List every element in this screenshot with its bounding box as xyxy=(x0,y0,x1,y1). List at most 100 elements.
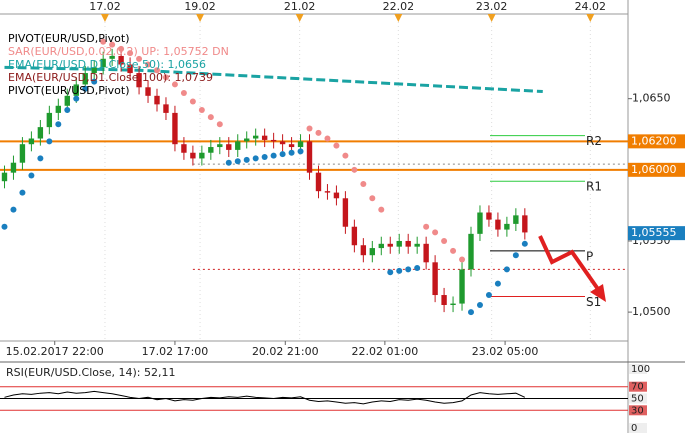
candle-body xyxy=(495,219,501,230)
sar-dot xyxy=(28,172,35,179)
candle-body xyxy=(73,84,79,96)
candle-body xyxy=(315,172,322,192)
sar-dot xyxy=(315,129,322,136)
candle-body xyxy=(450,303,456,305)
candle-body xyxy=(226,144,232,150)
x-tick-label: 23.02 xyxy=(476,0,508,13)
candle-body xyxy=(19,144,26,163)
rsi-tick-label: 0 xyxy=(631,423,637,433)
sar-dot xyxy=(252,155,259,162)
candle-body xyxy=(387,243,393,247)
sar-dot xyxy=(64,107,71,114)
candle-body xyxy=(118,55,124,65)
sar-dot xyxy=(351,166,358,173)
price-tag xyxy=(628,226,685,241)
candle-body xyxy=(414,243,420,247)
candle-body xyxy=(279,141,286,145)
date-marker xyxy=(196,14,205,22)
candle-body xyxy=(288,144,295,148)
sar-dot xyxy=(91,78,98,85)
sar-dot xyxy=(171,81,178,88)
sar-dot xyxy=(521,240,528,247)
candle-body xyxy=(163,104,169,113)
rsi-tick-label: 70 xyxy=(631,382,644,393)
sar-dot xyxy=(154,67,160,74)
sar-dot xyxy=(46,138,53,145)
sar-dot xyxy=(225,159,232,166)
legend-entry: EMA(EUR/USD,D1.Close,50): 1,0656 xyxy=(8,58,206,71)
sar-dot xyxy=(405,266,412,273)
candle-body xyxy=(46,112,53,128)
sar-dot xyxy=(216,121,223,128)
sar-dot xyxy=(503,266,510,273)
price-tag xyxy=(628,134,685,149)
candle-body xyxy=(208,147,214,153)
candle-body xyxy=(486,212,492,220)
sar-dot xyxy=(468,309,474,316)
candle-body xyxy=(100,58,106,68)
candle-body xyxy=(37,127,44,139)
candle-body xyxy=(369,248,376,256)
sar-dot xyxy=(118,45,125,52)
sar-dot xyxy=(162,74,169,81)
sar-dot xyxy=(494,280,501,287)
x-tick-label: 24.02 xyxy=(575,0,607,13)
sar-dot xyxy=(19,189,26,196)
sar-dot xyxy=(423,223,430,230)
candle-body xyxy=(91,67,97,74)
date-marker xyxy=(487,14,496,22)
sar-dot xyxy=(261,154,268,161)
candle-body xyxy=(136,73,142,88)
candle-body xyxy=(217,144,223,148)
candle-body xyxy=(270,139,277,142)
candle-body xyxy=(82,73,88,85)
candle-body xyxy=(405,240,411,247)
sar-dot xyxy=(450,247,457,254)
candle-body xyxy=(172,112,178,145)
candle-body xyxy=(306,141,313,173)
date-marker xyxy=(586,14,595,22)
candle-body xyxy=(522,215,528,233)
sar-dot xyxy=(127,50,134,57)
candle-body xyxy=(360,245,367,256)
x-tick-label: 23.02 05:00 xyxy=(472,345,539,358)
level-label: R1 xyxy=(586,180,602,194)
sar-dot xyxy=(1,223,8,230)
price-tag-label: 1,06000 xyxy=(631,163,677,176)
rsi-tick-label: 50 xyxy=(631,394,644,405)
sar-dot xyxy=(73,95,80,102)
candle-body xyxy=(423,243,429,263)
sar-dot xyxy=(198,107,205,114)
sar-dot xyxy=(342,152,349,159)
candle-body xyxy=(324,191,331,193)
sar-dot xyxy=(369,195,376,202)
x-tick-label: 19.02 xyxy=(184,0,216,13)
candle-body xyxy=(378,243,384,249)
y-tick-label: 1,0650 xyxy=(632,92,671,105)
forecast-arrow xyxy=(538,235,602,294)
sar-dot xyxy=(136,55,143,62)
rsi-tick-box xyxy=(629,393,647,404)
sar-dot xyxy=(512,252,519,259)
candle-body xyxy=(244,138,250,142)
candle-body xyxy=(10,162,17,173)
candle-body xyxy=(333,192,340,199)
sar-dot xyxy=(279,151,286,158)
legend-entry: EMA(EUR/USD,D1.Close,100): 1,0739 xyxy=(8,71,213,84)
sar-dot xyxy=(476,301,483,308)
legend-entry: PIVOT(EUR/USD,Pivot) xyxy=(8,84,130,97)
x-tick-label: 15.02.2017 22:00 xyxy=(6,345,104,358)
sar-dot xyxy=(234,158,241,165)
candle-body xyxy=(154,95,160,105)
legend-entry: SAR(EUR/USD,0.02,0.2) UP: 1,05752 DN xyxy=(8,45,229,58)
candle-body xyxy=(1,172,8,182)
sar-dot xyxy=(378,206,385,213)
sar-dot xyxy=(387,269,394,276)
candle-body xyxy=(64,95,70,106)
sar-dot xyxy=(485,292,492,299)
sar-dot xyxy=(396,267,403,274)
legend-entry: PIVOT(EUR/USD,Pivot) xyxy=(8,32,130,45)
sar-dot xyxy=(243,156,250,163)
